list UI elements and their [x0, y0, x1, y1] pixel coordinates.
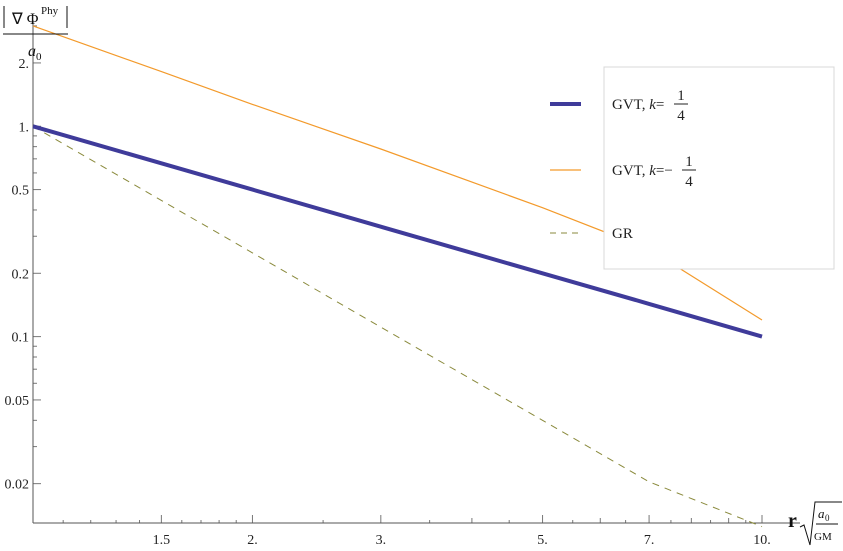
- y-tick-label: 2.: [19, 57, 30, 72]
- legend-label: GVT, k=− 1 4: [612, 154, 696, 190]
- x-tick-label: 7.: [644, 533, 655, 548]
- legend-label-text: GR: [612, 226, 633, 242]
- x-label-radical-num-sub: 0: [825, 513, 830, 523]
- legend-frac-den: 4: [685, 174, 693, 190]
- series-line: [32, 124, 763, 339]
- radical-sign: [799, 501, 842, 546]
- y-tick-label: 0.05: [5, 394, 30, 409]
- x-label-radical-den: GM: [814, 531, 832, 543]
- legend-eq: =: [656, 97, 664, 113]
- series-line: [32, 125, 763, 528]
- x-tick-labels: 1.5 2. 3. 5. 7. 10.: [153, 533, 771, 548]
- y-tick-label: 0.1: [12, 331, 30, 346]
- legend-frac-num: 1: [677, 88, 685, 104]
- legend-label-text: GVT, k=: [612, 97, 664, 113]
- legend-frac-num: 1: [685, 154, 693, 170]
- x-tick-label: 10.: [753, 533, 771, 548]
- legend-box: [603, 66, 835, 270]
- y-label-superscript: Phy: [41, 5, 59, 17]
- x-axis-label: r a 0 GM: [788, 501, 842, 546]
- y-tick-label: 0.2: [12, 267, 30, 282]
- y-label-numerator: ∇ Φ: [11, 11, 39, 28]
- legend-label: GR: [612, 226, 633, 242]
- y-axis-label: ∇ Φ Phy a 0: [3, 5, 68, 63]
- y-label-denominator: a: [28, 43, 36, 60]
- legend-var: k: [649, 97, 656, 113]
- legend-label-text: GVT, k=−: [612, 163, 673, 179]
- y-tick-label: 1.: [19, 120, 30, 135]
- x-tick-label: 1.5: [153, 533, 171, 548]
- x-tick-label: 5.: [537, 533, 548, 548]
- legend: GVT, k= 1 4 GVT, k=− 1 4 GR: [550, 66, 835, 270]
- y-tick-label: 0.5: [12, 184, 30, 199]
- y-label-denominator-sub: 0: [36, 51, 42, 63]
- x-tick-label: 2.: [247, 533, 258, 548]
- legend-var: k: [649, 163, 656, 179]
- y-tick-label: 0.02: [5, 478, 30, 493]
- legend-frac-den: 4: [677, 108, 685, 124]
- legend-label: GVT, k= 1 4: [612, 88, 688, 124]
- x-tick-label: 3.: [376, 533, 387, 548]
- y-tick-labels: 2. 1. 0.5 0.2 0.1 0.05 0.02: [5, 57, 30, 493]
- x-label-prefix: r: [788, 510, 797, 532]
- legend-eq: =−: [656, 163, 673, 179]
- x-label-radical-num: a: [818, 506, 825, 521]
